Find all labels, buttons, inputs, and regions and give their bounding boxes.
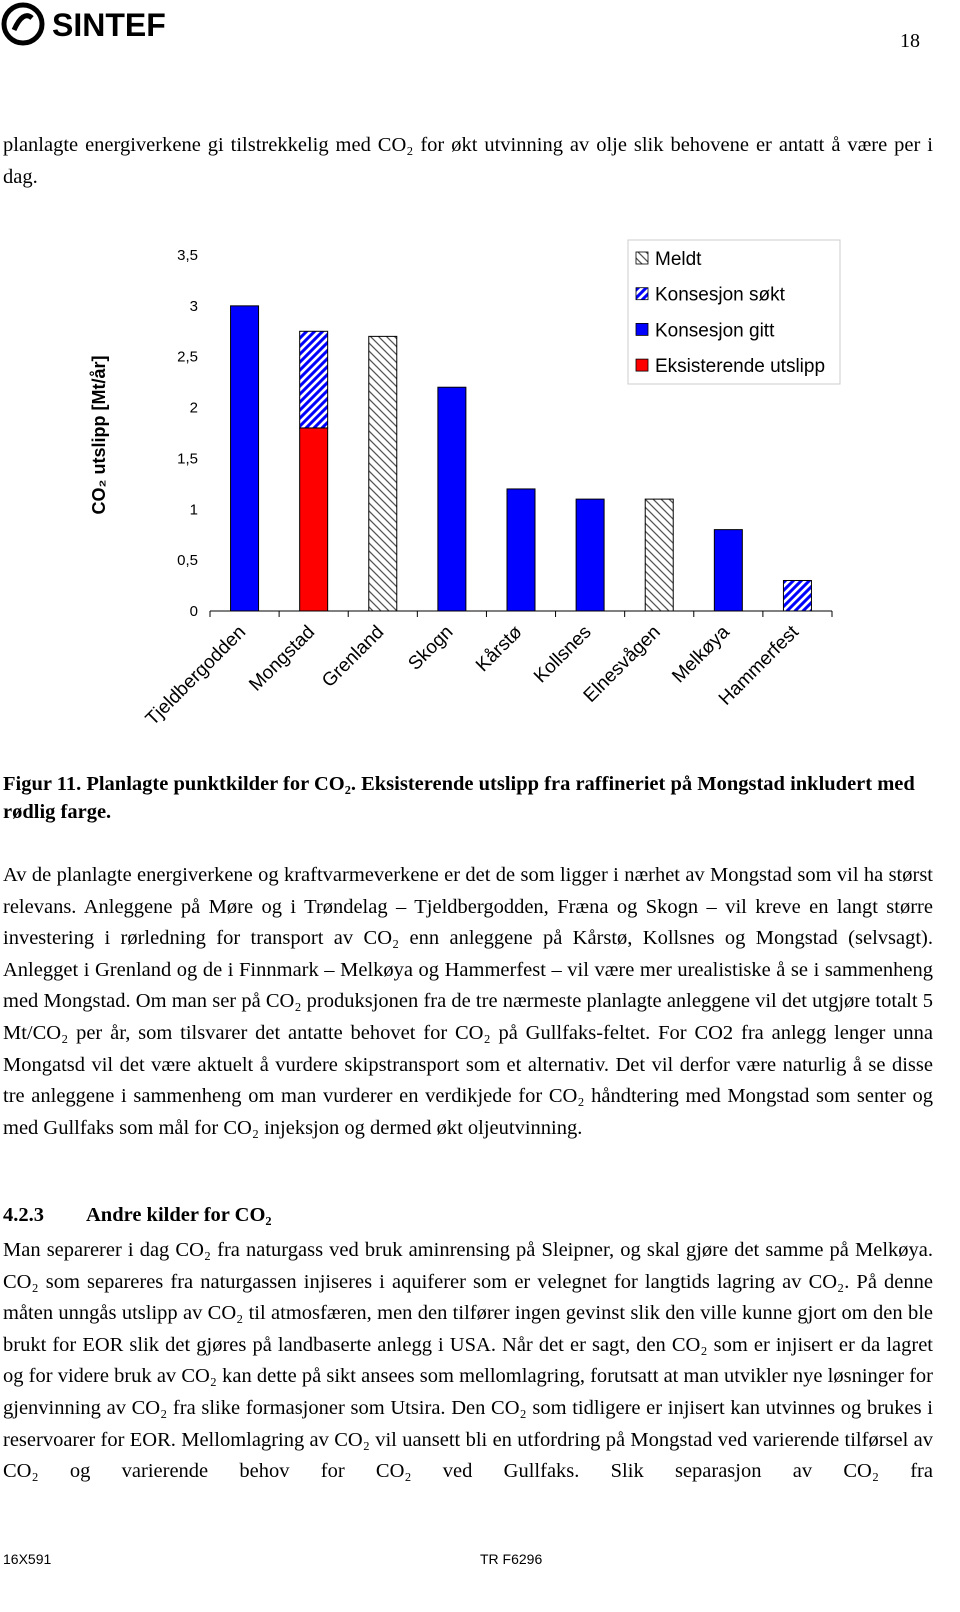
legend-label: Konsesjon søkt [655,285,786,306]
legend-label: Eksisterende utslipp [655,356,825,377]
y-tick-label: 3 [190,298,198,315]
footer-left: 16X591 [3,1551,52,1567]
x-tick-label: Mongstad [245,622,319,696]
y-tick-label: 1,5 [177,450,198,467]
bar [713,529,743,612]
bar [299,427,329,612]
y-tick-label: 1 [190,501,198,518]
x-tick-label: Kollsnes [530,622,596,688]
bar [782,579,812,612]
legend-swatch [635,287,649,301]
bar [506,488,536,612]
bar [644,498,674,612]
y-axis-label: CO₂ utslipp [Mt/år] [89,356,109,515]
legend-label: Meldt [655,249,702,270]
footer-right: TR F6296 [480,1551,543,1567]
bar [575,498,605,612]
legend-box [627,239,841,385]
x-tick-label: Tjeldbergodden [142,622,250,730]
paragraph: Av de planlagte energiverkene og kraftva… [3,864,933,1139]
y-tick-label: 0 [190,603,198,620]
logo: SINTEF [1,2,166,46]
x-tick-label: Kårstø [472,621,527,676]
legend-swatch [635,358,649,372]
logo-text: SINTEF [52,7,166,43]
y-tick-label: 2,5 [177,349,198,366]
bar [368,335,398,612]
y-tick-label: 0,5 [177,552,198,569]
paragraph: planlagte energiverkene gi tilstrekkelig… [3,134,933,188]
x-tick-label: Skogn [404,622,457,675]
bar [437,386,467,612]
page-number: 18 [900,30,920,52]
bar [299,330,329,429]
x-tick-label: Melkøya [668,621,734,687]
section-number: 4.2.3 [3,1204,44,1226]
bar [230,305,260,612]
legend-swatch [635,251,649,265]
figure-caption: Figur 11. Planlagte punktkilder for CO₂.… [3,773,915,823]
paragraph: Man separerer i dag CO₂ fra naturgass ve… [3,1239,933,1483]
y-tick-label: 3,5 [177,247,198,264]
legend-label: Konsesjon gitt [655,320,775,341]
x-tick-label: Grenland [318,622,388,692]
section-title: Andre kilder for CO₂ [86,1204,272,1226]
legend-swatch [635,323,649,336]
chart: 0 0,5 1 1,5 2 2,5 3 3,5 CO₂ utslipp [Mt/år] Tjeld… [89,239,841,730]
y-tick-label: 2 [190,400,198,417]
